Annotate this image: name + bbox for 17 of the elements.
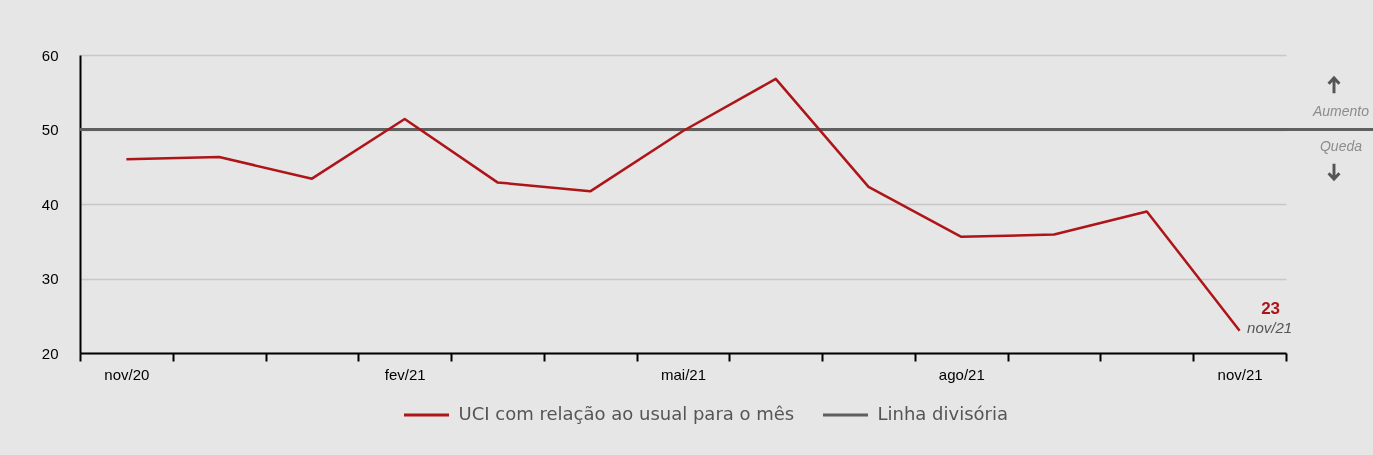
y-tick-label: 50 <box>41 121 59 138</box>
x-tick-label: nov/21 <box>1217 365 1263 383</box>
x-tick-label: mai/21 <box>660 365 707 383</box>
y-tick-label: 30 <box>41 270 59 287</box>
data-label: 23 <box>1261 298 1281 318</box>
x-tick-label: ago/21 <box>938 365 985 383</box>
annotation: Aumento <box>1311 102 1370 119</box>
x-tick-label: nov/20 <box>104 365 150 383</box>
legend-label: UCI com relação ao usual para o mês <box>458 403 795 424</box>
legend-label: Linha divisória <box>877 403 1008 424</box>
x-tick-label: fev/21 <box>384 365 426 383</box>
y-tick-label: 60 <box>41 46 59 64</box>
y-tick-label: 40 <box>41 195 59 213</box>
annotation: nov/21 <box>1247 318 1293 336</box>
annotation: Queda <box>1319 137 1363 154</box>
line-series <box>125 77 1241 332</box>
y-tick-label: 20 <box>41 344 59 362</box>
